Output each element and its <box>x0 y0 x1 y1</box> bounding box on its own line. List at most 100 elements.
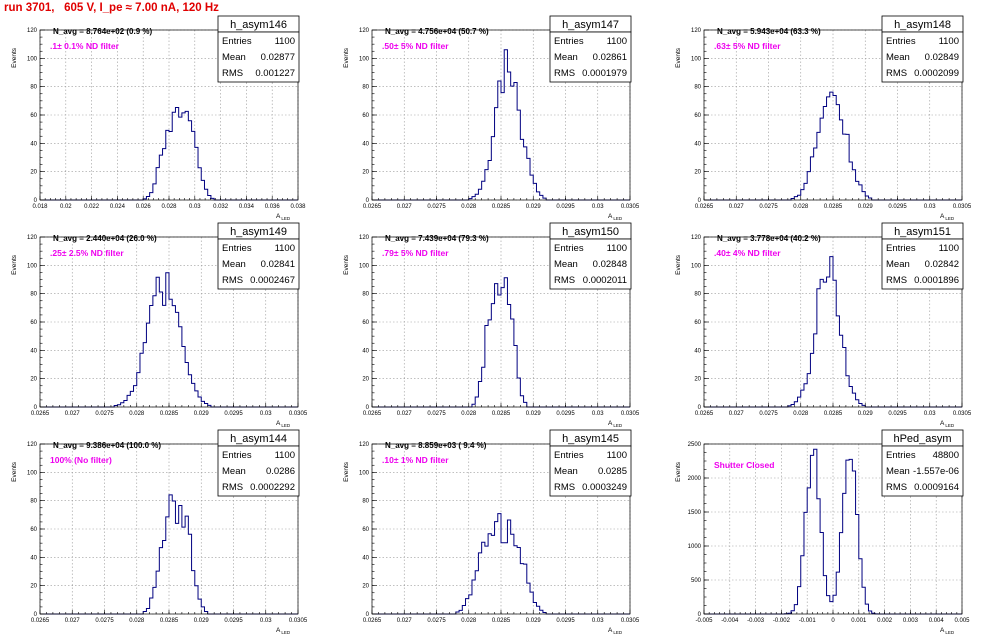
stats-value: 0.001227 <box>255 68 295 79</box>
y-tick-label: 40 <box>30 348 37 354</box>
filter-label: Shutter Closed <box>714 460 774 470</box>
stats-label: Entries <box>886 243 916 254</box>
x-tick-label: 0.029 <box>194 411 210 417</box>
stats-label: Mean <box>222 466 246 477</box>
stats-label: Entries <box>554 243 584 254</box>
y-tick-label: 0 <box>34 405 38 411</box>
n-avg-label: N_avg = 3.778e+04 (40.2 %) <box>717 234 821 243</box>
histogram-panel-h_asym146: 0.018 0.02 0.022 0.024 0.026 0.028 0.03 0.032 0.… <box>11 15 306 221</box>
x-tick-label: 0.0265 <box>695 411 714 417</box>
y-tick-label: 20 <box>694 170 701 176</box>
stats-label: RMS <box>222 482 243 493</box>
x-tick-label: 0.0295 <box>224 411 243 417</box>
x-tick-label: -0.003 <box>747 618 765 624</box>
x-tick-label: -0.001 <box>799 618 817 624</box>
x-axis-title: ALED <box>940 420 955 428</box>
x-tick-label: 0.0295 <box>556 411 575 417</box>
stats-value: 0.0009164 <box>914 482 959 493</box>
stats-label: RMS <box>222 68 243 79</box>
y-tick-label: 20 <box>30 377 37 383</box>
y-tick-label: 120 <box>27 28 38 34</box>
y-tick-label: 60 <box>694 320 701 326</box>
stats-label: Mean <box>554 259 578 270</box>
x-tick-label: 0.027 <box>729 411 745 417</box>
x-tick-label: 0.027 <box>397 204 413 210</box>
histogram-line <box>40 494 298 615</box>
n-avg-label: N_avg = 8.764e+02 (0.9 %) <box>53 27 153 36</box>
x-tick-label: 0.028 <box>129 618 145 624</box>
stats-label: Entries <box>222 450 252 461</box>
x-tick-label: 0.0285 <box>824 411 843 417</box>
y-tick-label: 0 <box>366 198 370 204</box>
y-tick-label: 120 <box>359 28 370 34</box>
stats-value: 0.0001896 <box>914 275 959 286</box>
histogram-panel-h_asym148: 0.0265 0.027 0.0275 0.028 0.0285 0.029 0.0295 0… <box>675 15 972 221</box>
stats-label: RMS <box>554 482 575 493</box>
x-axis-title: ALED <box>608 420 623 428</box>
histogram-panel-hPed_asym: -0.005 -0.004 -0.003 -0.002 -0.001 0 0.001 0.00… <box>675 429 970 635</box>
x-tick-label: 0.018 <box>32 204 48 210</box>
x-tick-label: 0.027 <box>397 411 413 417</box>
x-tick-label: 0.0305 <box>289 411 308 417</box>
x-tick-label: 0.0275 <box>427 204 446 210</box>
stats-value: 0.0285 <box>598 466 627 477</box>
y-axis-title: Events <box>675 254 682 275</box>
x-tick-label: 0.027 <box>65 618 81 624</box>
histogram-panel-h_asym151: 0.0265 0.027 0.0275 0.028 0.0285 0.029 0.0295 0… <box>675 222 972 428</box>
x-tick-label: 0.027 <box>397 618 413 624</box>
x-tick-label: 0.036 <box>265 204 281 210</box>
x-tick-label: 0.027 <box>65 411 81 417</box>
x-tick-label: 0.0295 <box>888 411 907 417</box>
y-tick-label: 0 <box>34 612 38 618</box>
x-tick-label: 0.029 <box>858 204 874 210</box>
stats-label: Mean <box>886 259 910 270</box>
x-tick-label: 0.029 <box>526 618 542 624</box>
stats-box <box>881 429 964 497</box>
x-axis-title: ALED <box>276 420 291 428</box>
stats-value: 0.0003249 <box>582 482 627 493</box>
x-tick-label: 0.0285 <box>492 411 511 417</box>
x-tick-label: 0.027 <box>729 204 745 210</box>
y-tick-label: 120 <box>27 235 38 241</box>
stats-label: Mean <box>222 259 246 270</box>
stats-label: RMS <box>222 275 243 286</box>
x-tick-label: 0.0285 <box>492 618 511 624</box>
x-tick-label: 0.0295 <box>556 204 575 210</box>
y-tick-label: 0 <box>366 405 370 411</box>
x-tick-label: -0.002 <box>773 618 791 624</box>
x-tick-label: 0.0285 <box>824 204 843 210</box>
x-tick-label: 0.0305 <box>953 411 972 417</box>
y-tick-label: 60 <box>362 320 369 326</box>
stats-histogram-name: h_asym148 <box>894 19 951 31</box>
x-tick-label: 0.03 <box>592 618 604 624</box>
x-tick-label: 0.026 <box>136 204 152 210</box>
stats-label: Entries <box>222 243 252 254</box>
x-axis-title: ALED <box>940 627 955 635</box>
x-tick-label: 0.028 <box>129 411 145 417</box>
stats-label: RMS <box>886 482 907 493</box>
y-tick-label: 60 <box>30 113 37 119</box>
histogram-panel-h_asym149: 0.0265 0.027 0.0275 0.028 0.0285 0.029 0.0295 0… <box>11 222 308 428</box>
x-tick-label: 0.0265 <box>363 204 382 210</box>
x-tick-label: 0.0295 <box>224 618 243 624</box>
y-tick-label: 100 <box>27 56 38 62</box>
x-tick-label: 0.03 <box>189 204 201 210</box>
x-tick-label: 0.038 <box>290 204 306 210</box>
x-tick-label: 0.0265 <box>31 618 50 624</box>
stats-value: 0.0002292 <box>250 482 295 493</box>
y-tick-label: 120 <box>359 235 370 241</box>
n-avg-label: N_avg = 7.439e+04 (79.3 %) <box>385 234 489 243</box>
x-tick-label: 0.02 <box>60 204 72 210</box>
stats-label: Mean <box>886 52 910 63</box>
y-tick-label: 1000 <box>688 544 702 550</box>
stats-box <box>217 429 300 497</box>
stats-histogram-name: h_asym147 <box>562 19 619 31</box>
x-tick-label: 0.002 <box>877 618 893 624</box>
stats-value: 0.02849 <box>925 52 959 63</box>
x-axis-title: ALED <box>940 213 955 221</box>
x-tick-label: 0.029 <box>194 618 210 624</box>
y-tick-label: 0 <box>698 405 702 411</box>
x-axis-title: ALED <box>608 213 623 221</box>
x-tick-label: 0.0305 <box>289 618 308 624</box>
stats-value: 0.0001979 <box>582 68 627 79</box>
